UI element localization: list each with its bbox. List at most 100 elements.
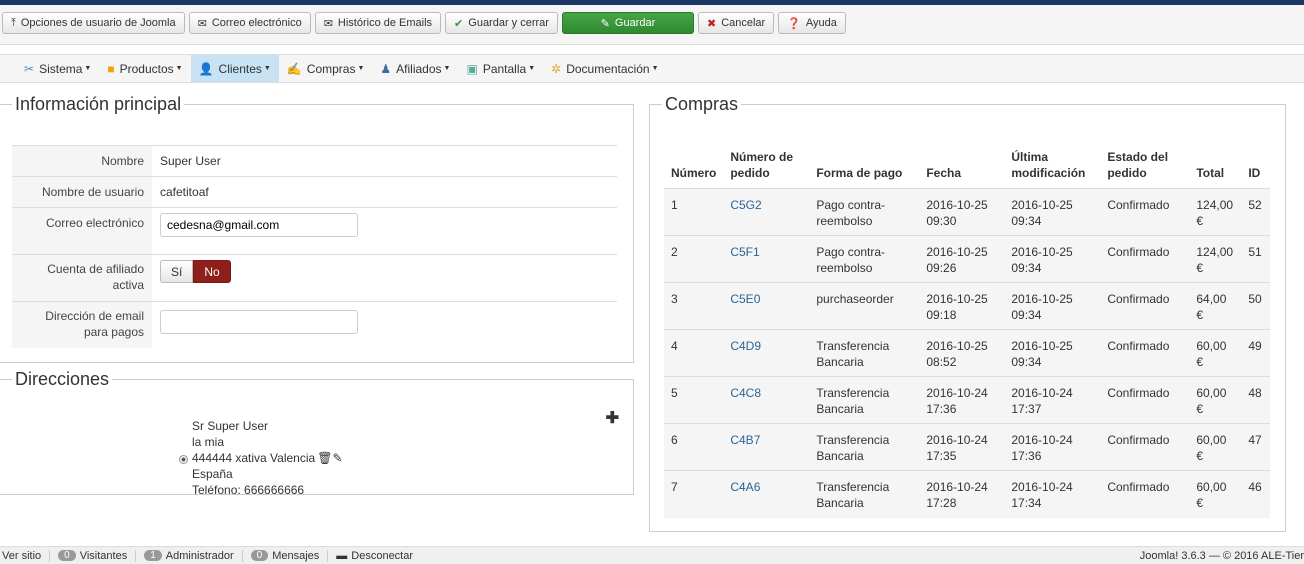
address-line: Teléfono: 666666666 — [192, 483, 305, 497]
table-cell: 124,00 € — [1189, 235, 1242, 283]
addresses-section: Direcciones ✚ Sr Super User la mia 44444… — [0, 369, 634, 498]
table-row: 6 C4B7 Transferencia Bancaria 2016-10-24 17… — [664, 423, 1270, 471]
table-cell: 2016-10-24 17:36 — [919, 376, 1005, 424]
caret-down-icon: ▼ — [443, 65, 451, 72]
table-cell: Confirmado — [1100, 376, 1190, 424]
table-cell: 50 — [1241, 282, 1270, 330]
table-cell: 2016-10-25 08:52 — [919, 329, 1005, 377]
order-link[interactable]: C5E0 — [730, 292, 761, 306]
menu-pantalla[interactable]: ▣ Pantalla ▼ — [466, 61, 536, 76]
address-entry: Sr Super User la mia 444444 xativa Valen… — [179, 418, 343, 498]
table-cell: purchaseorder — [809, 282, 920, 330]
table-cell: 60,00 € — [1189, 329, 1242, 377]
orders-icon: ✍ — [286, 61, 302, 76]
orders-section: Compras Número Número de pedido Forma de p… — [649, 94, 1286, 532]
table-row: 5 C4C8 Transferencia Bancaria 2016-10-24 17… — [664, 376, 1270, 424]
table-cell: Transferencia Bancaria — [809, 329, 920, 377]
menu-productos[interactable]: ■ Productos ▼ — [107, 61, 183, 76]
email-button[interactable]: ✉ Correo electrónico — [188, 12, 311, 34]
table-row: 3 C5E0 purchaseorder 2016-10-25 09:18 2016-1… — [664, 282, 1270, 330]
envelope-icon: ✉ — [197, 17, 207, 30]
section-title: Direcciones — [15, 369, 110, 389]
menu-clientes[interactable]: 👤 Clientes ▼ — [190, 55, 279, 82]
table-cell: 64,00 € — [1189, 282, 1242, 330]
order-link[interactable]: C4D9 — [730, 339, 762, 353]
table-cell: 2016-10-25 09:30 — [919, 188, 1005, 236]
status-bar: Ver sitio 0 Visitantes 1 Administrador 0 Me… — [0, 546, 1304, 564]
help-button[interactable]: ❓ Ayuda — [778, 12, 846, 34]
table-cell: 2016-10-24 17:37 — [1004, 376, 1101, 424]
username-label: Nombre de usuario — [12, 176, 152, 208]
order-link[interactable]: C5G2 — [730, 198, 762, 212]
payment-email-field[interactable] — [160, 310, 358, 334]
table-cell: 2016-10-24 17:36 — [1004, 423, 1101, 471]
save-button[interactable]: ✎ Guardar — [561, 12, 694, 34]
pencil-icon[interactable]: ✎ — [332, 451, 343, 465]
trash-icon[interactable]: 🗑 — [317, 451, 333, 465]
table-cell: C4D9 — [723, 329, 810, 377]
table-cell: Confirmado — [1100, 329, 1190, 377]
caret-down-icon: ▼ — [528, 65, 536, 72]
table-cell: 1 — [664, 188, 724, 236]
tools-icon: ✂ — [24, 61, 35, 76]
table-cell: C4A6 — [723, 470, 810, 518]
table-cell: Confirmado — [1100, 235, 1190, 283]
address-line: la mia — [192, 435, 225, 449]
lifebuoy-icon: ✲ — [551, 61, 562, 76]
table-cell: 3 — [664, 282, 724, 330]
table-cell: Pago contra-reembolso — [809, 188, 920, 236]
table-cell: 2016-10-25 09:34 — [1004, 329, 1101, 377]
affiliate-yes-button[interactable]: Sí — [160, 260, 194, 283]
table-cell: 7 — [664, 470, 724, 518]
table-row: 2 C5F1 Pago contra-reembolso 2016-10-25 09:… — [664, 235, 1270, 283]
order-link[interactable]: C4C8 — [730, 386, 762, 400]
table-cell: Pago contra-reembolso — [809, 235, 920, 283]
address-line: España — [192, 467, 233, 481]
table-cell: C5F1 — [723, 235, 810, 283]
affiliates-icon: ♟ — [380, 61, 392, 76]
column-header: Estado del pedido — [1107, 150, 1169, 180]
email-history-button[interactable]: ✉ Histórico de Emails — [314, 12, 442, 34]
cancel-icon: ✖ — [706, 17, 717, 30]
order-link[interactable]: C5F1 — [730, 245, 760, 259]
save-close-button[interactable]: ✔ Guardar y cerrar — [445, 12, 558, 34]
menu-documentacion[interactable]: ✲ Documentación ▼ — [551, 61, 659, 76]
email-field[interactable] — [160, 213, 358, 237]
table-cell: 5 — [664, 376, 724, 424]
column-header: Fecha — [926, 166, 962, 180]
main-menu: ✂ Sistema ▼ ■ Productos ▼ 👤 Clientes ▼ ✍ Compra… — [0, 54, 1304, 83]
column-header: Número de pedido — [730, 150, 794, 180]
order-link[interactable]: C4A6 — [730, 480, 761, 494]
column-header: Número — [671, 166, 717, 180]
section-title: Compras — [665, 94, 739, 114]
address-line: Sr Super User — [192, 419, 269, 433]
table-cell: Transferencia Bancaria — [809, 376, 920, 424]
cancel-button[interactable]: ✖ Cancelar — [697, 12, 775, 34]
users-icon: 👤 — [198, 61, 214, 76]
menu-compras[interactable]: ✍ Compras ▼ — [286, 61, 365, 76]
table-cell: 60,00 € — [1189, 470, 1242, 518]
table-cell: Confirmado — [1100, 470, 1190, 518]
logout-link[interactable]: Desconectar — [351, 549, 414, 562]
table-cell: 4 — [664, 329, 724, 377]
top-bar — [0, 0, 1304, 5]
table-cell: 2016-10-25 09:26 — [919, 235, 1005, 283]
table-cell: 2016-10-25 09:34 — [1004, 282, 1101, 330]
view-site-link[interactable]: Ver sitio — [2, 549, 42, 562]
order-link[interactable]: C4B7 — [730, 433, 761, 447]
orders-table: Número Número de pedido Forma de pago Fecha… — [664, 145, 1270, 518]
caret-down-icon: ▼ — [651, 65, 659, 72]
joomla-user-options-button[interactable]: ⤒ Opciones de usuario de Joomla — [2, 12, 185, 34]
table-cell: 2016-10-24 17:28 — [919, 470, 1005, 518]
menu-afiliados[interactable]: ♟ Afiliados ▼ — [380, 61, 451, 76]
payment-email-label: Dirección de email para pagos — [12, 301, 152, 348]
upload-icon: ⤒ — [11, 16, 16, 29]
table-cell: 2016-10-25 09:34 — [1004, 235, 1101, 283]
address-radio[interactable] — [179, 455, 188, 464]
column-header: Última modificación — [1011, 150, 1086, 180]
affiliate-no-button[interactable]: No — [193, 260, 231, 283]
add-address-icon[interactable]: ✚ — [605, 410, 619, 427]
main-info-section: Información principal Nombre Super User N… — [0, 94, 634, 363]
caret-down-icon: ▼ — [84, 65, 92, 72]
menu-sistema[interactable]: ✂ Sistema ▼ — [24, 61, 92, 76]
